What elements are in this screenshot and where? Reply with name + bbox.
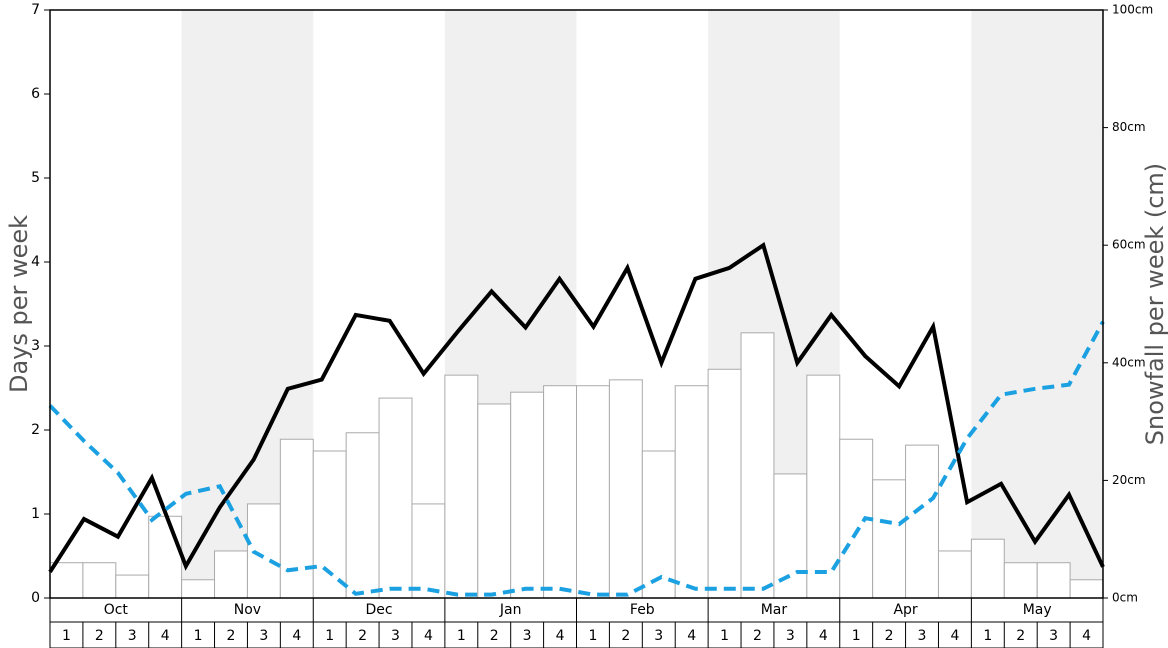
y-tick-label: 3	[31, 338, 40, 354]
bar	[148, 515, 183, 599]
month-label: Mar	[761, 602, 788, 618]
x-tick-label: 3	[786, 628, 795, 644]
x-tick-label: 4	[556, 628, 565, 644]
x-tick-label: 4	[424, 628, 433, 644]
x-tick-label: 3	[1049, 628, 1058, 644]
x-tick-label: 1	[852, 628, 861, 644]
bar	[49, 562, 84, 599]
month-stripe	[971, 10, 1103, 598]
bar	[510, 391, 545, 599]
bar	[181, 579, 216, 599]
x-tick-label: 1	[325, 628, 334, 644]
x-tick-label: 1	[588, 628, 597, 644]
y-tick-label: 6	[31, 86, 40, 102]
x-tick-label: 4	[1082, 628, 1091, 644]
x-tick-label: 2	[490, 628, 499, 644]
month-label: Jan	[499, 602, 522, 618]
x-tick-label: 2	[621, 628, 630, 644]
y2-tick-label: 0cm	[1112, 591, 1138, 605]
bar	[641, 450, 676, 599]
bar	[740, 332, 775, 599]
month-label: Apr	[893, 602, 917, 618]
bar	[312, 450, 347, 599]
bar	[279, 438, 314, 599]
bar	[214, 550, 248, 599]
month-label: May	[1023, 602, 1052, 618]
bar	[674, 385, 709, 599]
bar	[378, 397, 413, 599]
bar	[82, 562, 117, 599]
bar	[608, 379, 643, 599]
month-label: Feb	[630, 602, 655, 618]
x-tick-label: 3	[259, 628, 268, 644]
x-tick-label: 4	[292, 628, 301, 644]
bar	[839, 438, 874, 599]
x-tick-label: 2	[885, 628, 894, 644]
x-tick-label: 3	[391, 628, 400, 644]
y-tick-label: 0	[31, 590, 40, 606]
month-label: Nov	[234, 602, 261, 618]
x-tick-label: 4	[819, 628, 828, 644]
x-tick-label: 4	[687, 628, 696, 644]
y-tick-label: 1	[31, 506, 40, 522]
bar	[806, 374, 841, 599]
y2-tick-label: 40cm	[1112, 355, 1146, 369]
bar	[1003, 562, 1038, 599]
bar	[905, 444, 939, 599]
y-tick-label: 2	[31, 422, 40, 438]
x-tick-label: 2	[358, 628, 367, 644]
x-tick-label: 1	[457, 628, 466, 644]
y2-axis-title: Snowfall per week (cm)	[1141, 163, 1168, 445]
x-tick-label: 2	[95, 628, 104, 644]
x-tick-label: 3	[128, 628, 137, 644]
bar	[576, 385, 610, 599]
x-tick-label: 2	[227, 628, 236, 644]
x-tick-label: 1	[720, 628, 729, 644]
bar	[477, 403, 512, 599]
bar	[707, 368, 742, 599]
x-tick-label: 4	[161, 628, 170, 644]
y2-tick-label: 20cm	[1112, 473, 1146, 487]
bar	[444, 374, 479, 599]
x-tick-label: 3	[654, 628, 663, 644]
x-tick-label: 4	[950, 628, 959, 644]
y2-tick-label: 60cm	[1112, 238, 1146, 252]
y-tick-label: 4	[31, 254, 40, 270]
bar	[1036, 562, 1071, 599]
bar	[411, 503, 446, 599]
bar	[543, 385, 577, 599]
x-tick-label: 3	[523, 628, 532, 644]
x-tick-label: 1	[194, 628, 203, 644]
x-tick-label: 3	[918, 628, 927, 644]
bar	[937, 550, 972, 599]
y2-tick-label: 80cm	[1112, 120, 1146, 134]
x-tick-label: 2	[1016, 628, 1025, 644]
x-tick-label: 1	[983, 628, 992, 644]
x-tick-label: 1	[62, 628, 71, 644]
y-tick-label: 7	[31, 2, 40, 18]
y2-tick-label: 100cm	[1112, 3, 1153, 17]
bar	[1069, 579, 1104, 599]
x-tick-label: 2	[753, 628, 762, 644]
y-axis-title: Days per week	[5, 215, 33, 393]
bar	[872, 479, 907, 599]
bar	[115, 574, 150, 599]
month-label: Oct	[104, 602, 129, 618]
y-tick-label: 5	[31, 170, 40, 186]
bar	[970, 538, 1005, 599]
month-label: Dec	[366, 602, 393, 618]
line-series	[48, 242, 1105, 574]
bar	[246, 503, 281, 599]
bar	[345, 432, 380, 599]
